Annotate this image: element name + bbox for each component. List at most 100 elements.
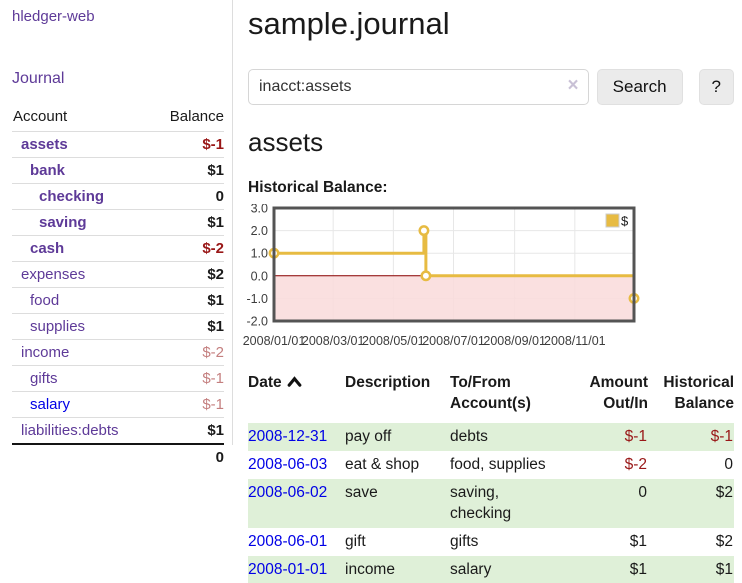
account-heading: assets <box>248 127 324 158</box>
sidebar-account-balance: $-1 <box>151 131 224 158</box>
accounts-header-balance: Balance <box>151 104 224 132</box>
transaction-date-link[interactable]: 2008-06-02 <box>248 483 328 501</box>
help-button[interactable]: ? <box>698 69 734 106</box>
accounts-total-row: 0 <box>12 443 224 470</box>
transaction-date-link[interactable]: 2008-01-01 <box>248 560 328 578</box>
transaction-description: income <box>345 560 395 578</box>
sidebar-account-link[interactable]: cash <box>30 240 65 257</box>
search-input[interactable] <box>248 69 589 106</box>
transaction-balance: $2 <box>715 483 733 501</box>
transaction-amount: $-2 <box>624 455 647 473</box>
transaction-balance: $-1 <box>710 428 733 446</box>
sidebar-account-link[interactable]: bank <box>30 162 66 179</box>
transaction-date-link[interactable]: 2008-12-31 <box>248 428 328 446</box>
account-row: liabilities:debts $1 <box>12 417 224 445</box>
register-header-tofrom: To/From Account(s) <box>450 374 531 413</box>
clear-search-icon[interactable]: × <box>567 75 579 97</box>
account-row: gifts $-1 <box>12 365 224 392</box>
balance-chart-svg: $3.0 2.0 1.0 0.0 -1.0 -2.0 2008/01/012008/03/0… <box>243 202 640 348</box>
page-title: sample.journal <box>248 6 450 41</box>
transaction-accounts: food, supplies <box>450 455 546 473</box>
account-row: checking 0 <box>12 183 224 210</box>
transaction-description: save <box>345 483 378 501</box>
register-header-historical: Historical Balance <box>663 374 734 413</box>
chart-heading: Historical Balance: <box>248 179 388 197</box>
sidebar-account-link[interactable]: liabilities:debts <box>21 422 119 439</box>
accounts-table: Account Balance assets $-1 bank $1 checking 0… <box>12 104 224 470</box>
sidebar-account-link[interactable]: checking <box>39 188 105 205</box>
svg-text:2.0: 2.0 <box>251 224 268 238</box>
transaction-row: 2008-06-02 save saving, checking 0 $2 <box>248 478 734 528</box>
transaction-balance: 0 <box>724 455 733 473</box>
register-header-description: Description <box>345 374 431 392</box>
transaction-accounts: gifts <box>450 532 479 550</box>
accounts-total-value: 0 <box>151 443 224 470</box>
sidebar-account-balance: $1 <box>151 417 224 445</box>
transaction-accounts: salary <box>450 560 492 578</box>
sidebar-account-link[interactable]: income <box>21 344 70 361</box>
account-row: cash $-2 <box>12 235 224 262</box>
sidebar-account-link[interactable]: supplies <box>30 318 86 335</box>
historical-balance-chart[interactable]: $3.0 2.0 1.0 0.0 -1.0 -2.0 2008/01/01 2008/03/0… <box>234 202 734 355</box>
transaction-amount: $-1 <box>624 428 647 446</box>
register-table-body: 2008-12-31 pay off debts $-1 $-1 2008-06-03 ea… <box>248 423 734 583</box>
app-brand-link[interactable]: hledger-web <box>12 8 95 25</box>
transaction-amount: $1 <box>629 560 647 578</box>
sidebar-account-balance: $-1 <box>151 365 224 392</box>
transaction-description: eat & shop <box>345 455 420 473</box>
transaction-row: 2008-06-01 gift gifts $1 $2 <box>248 528 734 556</box>
sidebar-account-link[interactable]: gifts <box>30 370 58 387</box>
sidebar-item-journal[interactable]: Journal <box>12 70 65 87</box>
account-row: supplies $1 <box>12 313 224 340</box>
accounts-table-body: assets $-1 bank $1 checking 0 saving $1 cash $-2 e… <box>12 131 224 470</box>
sidebar: hledger-web Journal Account Balance asse… <box>0 0 233 470</box>
account-row: assets $-1 <box>12 131 224 158</box>
sidebar-account-link[interactable]: salary <box>30 396 71 413</box>
transaction-date-link[interactable]: 2008-06-03 <box>248 455 328 473</box>
account-row: income $-2 <box>12 339 224 366</box>
transaction-row: 2008-01-01 income salary $1 $1 <box>248 555 734 583</box>
svg-text:2008/07/01: 2008/07/01 <box>422 334 485 348</box>
transaction-accounts: saving, checking <box>450 483 512 523</box>
sidebar-account-link[interactable]: expenses <box>21 266 86 283</box>
account-row: food $1 <box>12 287 224 314</box>
svg-text:1.0: 1.0 <box>251 247 268 261</box>
sidebar-account-balance: $-2 <box>151 235 224 262</box>
svg-text:2008/05/01: 2008/05/01 <box>362 334 425 348</box>
svg-text:$: $ <box>621 214 629 229</box>
account-row: saving $1 <box>12 209 224 236</box>
sidebar-account-balance: $2 <box>151 261 224 288</box>
sidebar-account-link[interactable]: food <box>30 292 60 309</box>
svg-text:2008/01/01: 2008/01/01 <box>243 334 306 348</box>
sort-ascending-icon[interactable] <box>287 376 302 388</box>
register-header-date[interactable]: Date <box>248 371 345 423</box>
account-row: salary $-1 <box>12 391 224 418</box>
transaction-amount: 0 <box>638 483 647 501</box>
sidebar-account-balance: $1 <box>151 313 224 340</box>
sidebar-account-link[interactable]: saving <box>39 214 87 231</box>
register-table: Date Description To/From Account(s) Amount Ou… <box>248 371 734 583</box>
sidebar-account-balance: $1 <box>151 209 224 236</box>
svg-text:-1.0: -1.0 <box>246 292 268 306</box>
search-button[interactable]: Search <box>596 69 683 106</box>
svg-text:2008/03/01: 2008/03/01 <box>302 334 365 348</box>
transaction-row: 2008-12-31 pay off debts $-1 $-1 <box>248 423 734 451</box>
svg-text:-2.0: -2.0 <box>246 315 268 329</box>
search-form: × Search ? <box>248 69 734 106</box>
transaction-accounts: debts <box>450 428 488 446</box>
register-header-row: Date Description To/From Account(s) Amount Ou… <box>248 371 734 423</box>
transaction-amount: $1 <box>629 532 647 550</box>
account-row: bank $1 <box>12 157 224 184</box>
transaction-description: pay off <box>345 428 392 446</box>
svg-text:2008/11/01: 2008/11/01 <box>544 334 606 348</box>
transaction-date-link[interactable]: 2008-06-01 <box>248 532 328 550</box>
transaction-row: 2008-06-03 eat & shop food, supplies $-2 0 <box>248 451 734 479</box>
svg-text:2008/09/01: 2008/09/01 <box>483 334 546 348</box>
sidebar-account-balance: 0 <box>151 183 224 210</box>
sidebar-account-balance: $-2 <box>151 339 224 366</box>
sidebar-account-balance: $1 <box>151 157 224 184</box>
sidebar-account-link[interactable]: assets <box>21 136 68 153</box>
transaction-balance: $2 <box>715 532 733 550</box>
sidebar-account-balance: $-1 <box>151 391 224 418</box>
transaction-description: gift <box>345 532 366 550</box>
